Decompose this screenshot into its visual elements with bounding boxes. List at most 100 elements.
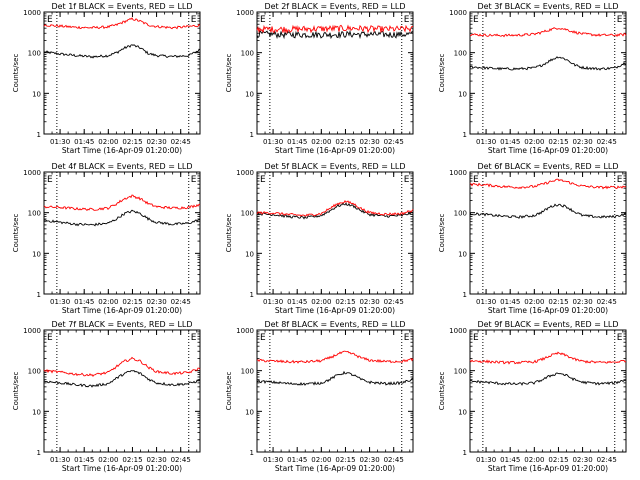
panel-title: Det 1f BLACK = Events, RED = LLD bbox=[51, 2, 192, 11]
series-events-line bbox=[43, 209, 201, 227]
panel-title: Det 7f BLACK = Events, RED = LLD bbox=[51, 320, 192, 329]
x-tick-label: 02:15 bbox=[122, 298, 142, 306]
e-marker: E bbox=[191, 333, 197, 343]
panel-9: Det 9f BLACK = Events, RED = LLD 1 10 100 10… bbox=[438, 320, 627, 473]
e-marker: E bbox=[473, 175, 479, 185]
series-lld-line bbox=[470, 27, 627, 38]
x-tick-label: 02:15 bbox=[548, 298, 568, 306]
y-tick-label: 1 bbox=[463, 449, 467, 457]
x-tick-label: 02:45 bbox=[171, 456, 191, 464]
panel-1: Det 1f BLACK = Events, RED = LLD 1 10 100 10… bbox=[12, 2, 201, 155]
y-tick-label: 100 bbox=[454, 368, 467, 376]
y-axis-label: Counts/sec bbox=[225, 372, 233, 411]
y-tick-label: 100 bbox=[454, 50, 467, 58]
y-tick-label: 100 bbox=[241, 368, 254, 376]
x-tick-label: 02:00 bbox=[311, 298, 331, 306]
y-axis-label: Counts/sec bbox=[438, 214, 446, 253]
x-tick-label: 02:45 bbox=[384, 298, 404, 306]
e-marker: E bbox=[260, 15, 266, 25]
y-axis-label: Counts/sec bbox=[438, 54, 446, 93]
panel-title: Det 5f BLACK = Events, RED = LLD bbox=[264, 162, 405, 171]
x-tick-label: 02:30 bbox=[146, 138, 166, 146]
series-events-line bbox=[469, 56, 627, 71]
x-tick-label: 02:15 bbox=[548, 138, 568, 146]
y-tick-label: 1000 bbox=[23, 169, 41, 177]
e-marker: E bbox=[191, 15, 197, 25]
x-tick-label: 01:30 bbox=[476, 138, 496, 146]
x-tick-label: 01:30 bbox=[50, 456, 70, 464]
x-axis-label: Start Time (16-Apr-09 01:20:00) bbox=[62, 146, 182, 155]
y-tick-label: 100 bbox=[454, 210, 467, 218]
x-axis-label: Start Time (16-Apr-09 01:20:00) bbox=[488, 146, 608, 155]
y-tick-label: 1 bbox=[463, 291, 467, 299]
y-tick-label: 10 bbox=[32, 90, 41, 98]
x-tick-label: 01:30 bbox=[476, 298, 496, 306]
x-tick-label: 01:45 bbox=[287, 298, 307, 306]
panel-8: Det 8f BLACK = Events, RED = LLD 1 10 100 10… bbox=[225, 320, 414, 473]
y-axis-label: Counts/sec bbox=[225, 54, 233, 93]
x-axis-label: Start Time (16-Apr-09 01:20:00) bbox=[62, 464, 182, 473]
x-tick-label: 01:45 bbox=[500, 298, 520, 306]
y-tick-label: 1000 bbox=[236, 169, 254, 177]
y-tick-label: 1 bbox=[250, 291, 254, 299]
y-tick-label: 1000 bbox=[236, 9, 254, 17]
panel-6: Det 6f BLACK = Events, RED = LLD 1 10 100 10… bbox=[438, 162, 627, 315]
panel-title: Det 9f BLACK = Events, RED = LLD bbox=[477, 320, 618, 329]
y-axis-label: Counts/sec bbox=[225, 214, 233, 253]
panel-title: Det 2f BLACK = Events, RED = LLD bbox=[264, 2, 405, 11]
series-events-line bbox=[43, 44, 201, 59]
y-tick-label: 100 bbox=[28, 210, 41, 218]
x-axis-label: Start Time (16-Apr-09 01:20:00) bbox=[488, 306, 608, 315]
e-marker: E bbox=[191, 175, 197, 185]
x-tick-label: 02:30 bbox=[146, 456, 166, 464]
y-tick-label: 100 bbox=[241, 210, 254, 218]
x-tick-label: 01:45 bbox=[287, 456, 307, 464]
panel-2: Det 2f BLACK = Events, RED = LLD 1 10 100 10… bbox=[225, 2, 414, 155]
x-tick-label: 01:30 bbox=[263, 456, 283, 464]
y-tick-label: 1 bbox=[37, 291, 41, 299]
series-events-line bbox=[256, 202, 414, 220]
x-tick-label: 01:45 bbox=[500, 456, 520, 464]
x-tick-label: 01:45 bbox=[74, 456, 94, 464]
panel-title: Det 6f BLACK = Events, RED = LLD bbox=[477, 162, 618, 171]
x-tick-label: 02:00 bbox=[311, 456, 331, 464]
y-tick-label: 10 bbox=[245, 250, 254, 258]
x-tick-label: 02:00 bbox=[524, 298, 544, 306]
x-tick-label: 02:45 bbox=[384, 138, 404, 146]
panel-5: Det 5f BLACK = Events, RED = LLD 1 10 100 10… bbox=[225, 162, 414, 315]
e-marker: E bbox=[404, 175, 410, 185]
y-tick-label: 1 bbox=[250, 131, 254, 139]
plot-frame bbox=[469, 329, 627, 453]
y-tick-label: 100 bbox=[241, 50, 254, 58]
x-tick-label: 02:15 bbox=[548, 456, 568, 464]
x-axis-label: Start Time (16-Apr-09 01:20:00) bbox=[488, 464, 608, 473]
y-tick-label: 10 bbox=[245, 90, 254, 98]
series-events-line bbox=[469, 372, 627, 386]
series-lld-line bbox=[469, 178, 627, 190]
x-tick-label: 02:00 bbox=[524, 138, 544, 146]
plot-frame bbox=[256, 171, 414, 295]
x-tick-label: 02:15 bbox=[335, 138, 355, 146]
series-lld-line bbox=[256, 350, 414, 364]
x-tick-label: 02:45 bbox=[597, 456, 617, 464]
series-events-line bbox=[469, 203, 627, 219]
y-axis-label: Counts/sec bbox=[12, 214, 20, 253]
y-tick-label: 1000 bbox=[449, 327, 467, 335]
x-tick-label: 02:30 bbox=[572, 456, 592, 464]
series-events-line bbox=[256, 370, 414, 386]
plot-frame bbox=[469, 171, 627, 295]
e-marker: E bbox=[617, 333, 623, 343]
x-tick-label: 02:00 bbox=[98, 138, 118, 146]
x-tick-label: 01:45 bbox=[500, 138, 520, 146]
y-tick-label: 1000 bbox=[449, 9, 467, 17]
x-tick-label: 02:30 bbox=[572, 138, 592, 146]
x-tick-label: 02:30 bbox=[359, 298, 379, 306]
e-marker: E bbox=[47, 333, 53, 343]
y-tick-label: 1 bbox=[37, 449, 41, 457]
series-lld-line bbox=[256, 199, 414, 217]
y-tick-label: 100 bbox=[28, 50, 41, 58]
y-tick-label: 1000 bbox=[236, 327, 254, 335]
plot-frame bbox=[43, 329, 201, 453]
x-tick-label: 02:00 bbox=[98, 298, 118, 306]
